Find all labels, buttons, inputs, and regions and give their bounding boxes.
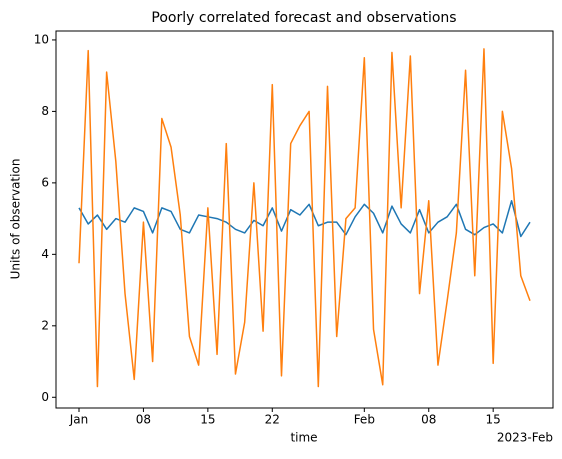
chart-title: Poorly correlated forecast and observati… (151, 10, 456, 26)
x-offset-label: 2023-Feb (497, 431, 553, 445)
x-tick-label: Feb (354, 413, 375, 427)
x-axis-label: time (290, 431, 317, 445)
y-tick-label: 10 (34, 32, 49, 46)
x-tick-label: 15 (200, 413, 215, 427)
series-line (78, 199, 531, 238)
y-tick-label: 2 (41, 318, 49, 332)
x-tick-label: 22 (265, 413, 280, 427)
plot-frame (55, 30, 554, 409)
series-line (78, 48, 531, 388)
y-tick-label: 8 (41, 104, 49, 118)
y-tick-label: 0 (41, 390, 49, 404)
x-tick-label: 08 (136, 413, 151, 427)
x-tick-label: 08 (421, 413, 436, 427)
x-tick-label: 15 (486, 413, 501, 427)
y-tick-label: 4 (41, 247, 49, 261)
x-tick-label: Jan (69, 413, 89, 427)
y-axis-label: Units of observation (9, 159, 23, 280)
y-tick-label: 6 (41, 175, 49, 189)
